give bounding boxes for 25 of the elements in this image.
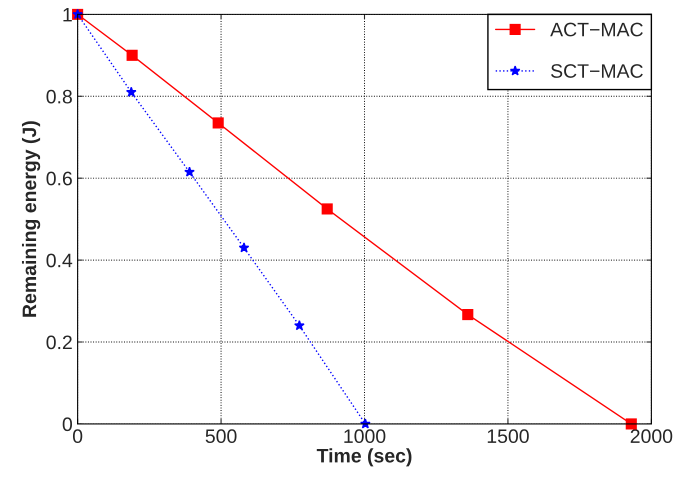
point (626, 418, 637, 430)
x-tick-label: 2000 (630, 429, 672, 444)
point (322, 203, 333, 214)
x-tick-label: 0 (72, 429, 82, 444)
y-tick-label: 0.2 (46, 335, 72, 350)
point (126, 86, 137, 97)
y-axis-title: Remaining energy (J) (22, 121, 40, 317)
x-tick-label: 500 (206, 429, 237, 444)
point (462, 309, 474, 320)
point (360, 418, 371, 429)
y-tick-label: 0.4 (46, 254, 72, 268)
y-tick-label: 1 (63, 8, 72, 22)
y-tick-label: 0.8 (46, 90, 72, 104)
point (126, 50, 138, 61)
x-tick-label: 1000 (344, 429, 386, 444)
point (238, 242, 250, 252)
point (212, 117, 224, 128)
point (294, 320, 305, 330)
y-tick-label: 0 (62, 417, 72, 432)
x-axis-title: Time (sec) (316, 448, 412, 466)
point (184, 166, 195, 177)
legend-label: SCT−MAC (551, 64, 643, 78)
legend-label: ACT−MAC (550, 22, 643, 36)
y-tick-label: 0.6 (46, 172, 72, 186)
x-tick-label: 1500 (488, 429, 529, 444)
